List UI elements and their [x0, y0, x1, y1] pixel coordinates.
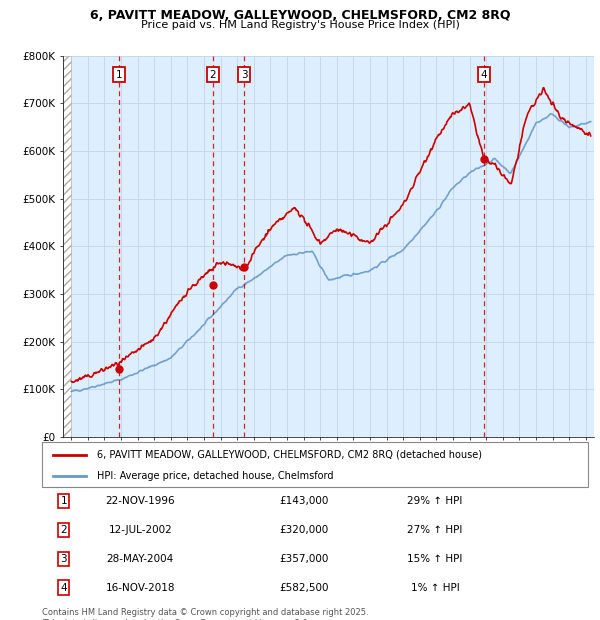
- Text: £582,500: £582,500: [280, 583, 329, 593]
- Text: HPI: Average price, detached house, Chelmsford: HPI: Average price, detached house, Chel…: [97, 471, 333, 480]
- Text: Contains HM Land Registry data © Crown copyright and database right 2025.
This d: Contains HM Land Registry data © Crown c…: [42, 608, 368, 620]
- Text: 12-JUL-2002: 12-JUL-2002: [109, 525, 172, 535]
- Text: 16-NOV-2018: 16-NOV-2018: [106, 583, 175, 593]
- Text: 4: 4: [481, 70, 487, 80]
- Text: £357,000: £357,000: [280, 554, 329, 564]
- Text: 2: 2: [209, 70, 216, 80]
- Text: 3: 3: [241, 70, 247, 80]
- Bar: [63, 56, 71, 437]
- Text: 6, PAVITT MEADOW, GALLEYWOOD, CHELMSFORD, CM2 8RQ: 6, PAVITT MEADOW, GALLEYWOOD, CHELMSFORD…: [90, 9, 510, 22]
- Text: 22-NOV-1996: 22-NOV-1996: [106, 496, 175, 506]
- Text: £320,000: £320,000: [280, 525, 329, 535]
- Text: 1% ↑ HPI: 1% ↑ HPI: [411, 583, 460, 593]
- Text: 15% ↑ HPI: 15% ↑ HPI: [407, 554, 463, 564]
- Text: 1: 1: [61, 496, 67, 506]
- Text: 27% ↑ HPI: 27% ↑ HPI: [407, 525, 463, 535]
- Text: 6, PAVITT MEADOW, GALLEYWOOD, CHELMSFORD, CM2 8RQ (detached house): 6, PAVITT MEADOW, GALLEYWOOD, CHELMSFORD…: [97, 450, 482, 459]
- Text: 3: 3: [61, 554, 67, 564]
- Text: 4: 4: [61, 583, 67, 593]
- Text: 29% ↑ HPI: 29% ↑ HPI: [407, 496, 463, 506]
- Text: Price paid vs. HM Land Registry's House Price Index (HPI): Price paid vs. HM Land Registry's House …: [140, 20, 460, 30]
- Text: 1: 1: [116, 70, 122, 80]
- Text: £143,000: £143,000: [280, 496, 329, 506]
- FancyBboxPatch shape: [42, 442, 588, 487]
- Text: 28-MAY-2004: 28-MAY-2004: [107, 554, 174, 564]
- Text: 2: 2: [61, 525, 67, 535]
